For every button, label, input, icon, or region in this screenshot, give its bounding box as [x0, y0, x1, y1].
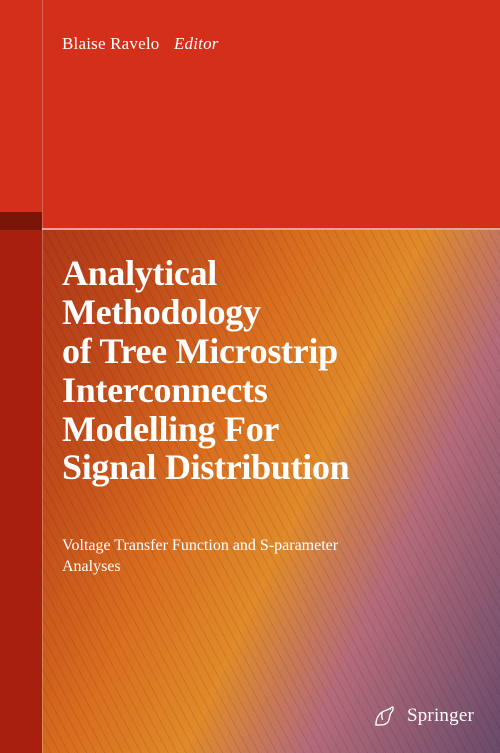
author-role: Editor — [174, 34, 219, 53]
publisher-block: Springer — [371, 703, 474, 729]
title-line: Methodology — [62, 292, 261, 332]
subtitle-line: Analyses — [62, 558, 121, 575]
book-title: Analytical Methodology of Tree Microstri… — [62, 254, 462, 487]
author-name: Blaise Ravelo — [62, 34, 160, 53]
author-line: Blaise Ravelo Editor — [62, 34, 219, 54]
title-line: of Tree Microstrip — [62, 331, 338, 371]
vertical-divider — [42, 0, 43, 753]
left-dark-strip — [0, 230, 42, 753]
springer-horse-icon — [371, 703, 397, 729]
title-line: Modelling For — [62, 409, 279, 449]
horizontal-divider — [42, 228, 500, 230]
title-line: Analytical — [62, 253, 217, 293]
book-cover: Blaise Ravelo Editor Analytical Methodol… — [0, 0, 500, 753]
publisher-name: Springer — [407, 705, 474, 727]
corner-notch — [0, 212, 42, 230]
subtitle-line: Voltage Transfer Function and S-paramete… — [62, 537, 338, 554]
book-subtitle: Voltage Transfer Function and S-paramete… — [62, 536, 442, 578]
title-line: Interconnects — [62, 370, 267, 410]
title-line: Signal Distribution — [62, 447, 349, 487]
